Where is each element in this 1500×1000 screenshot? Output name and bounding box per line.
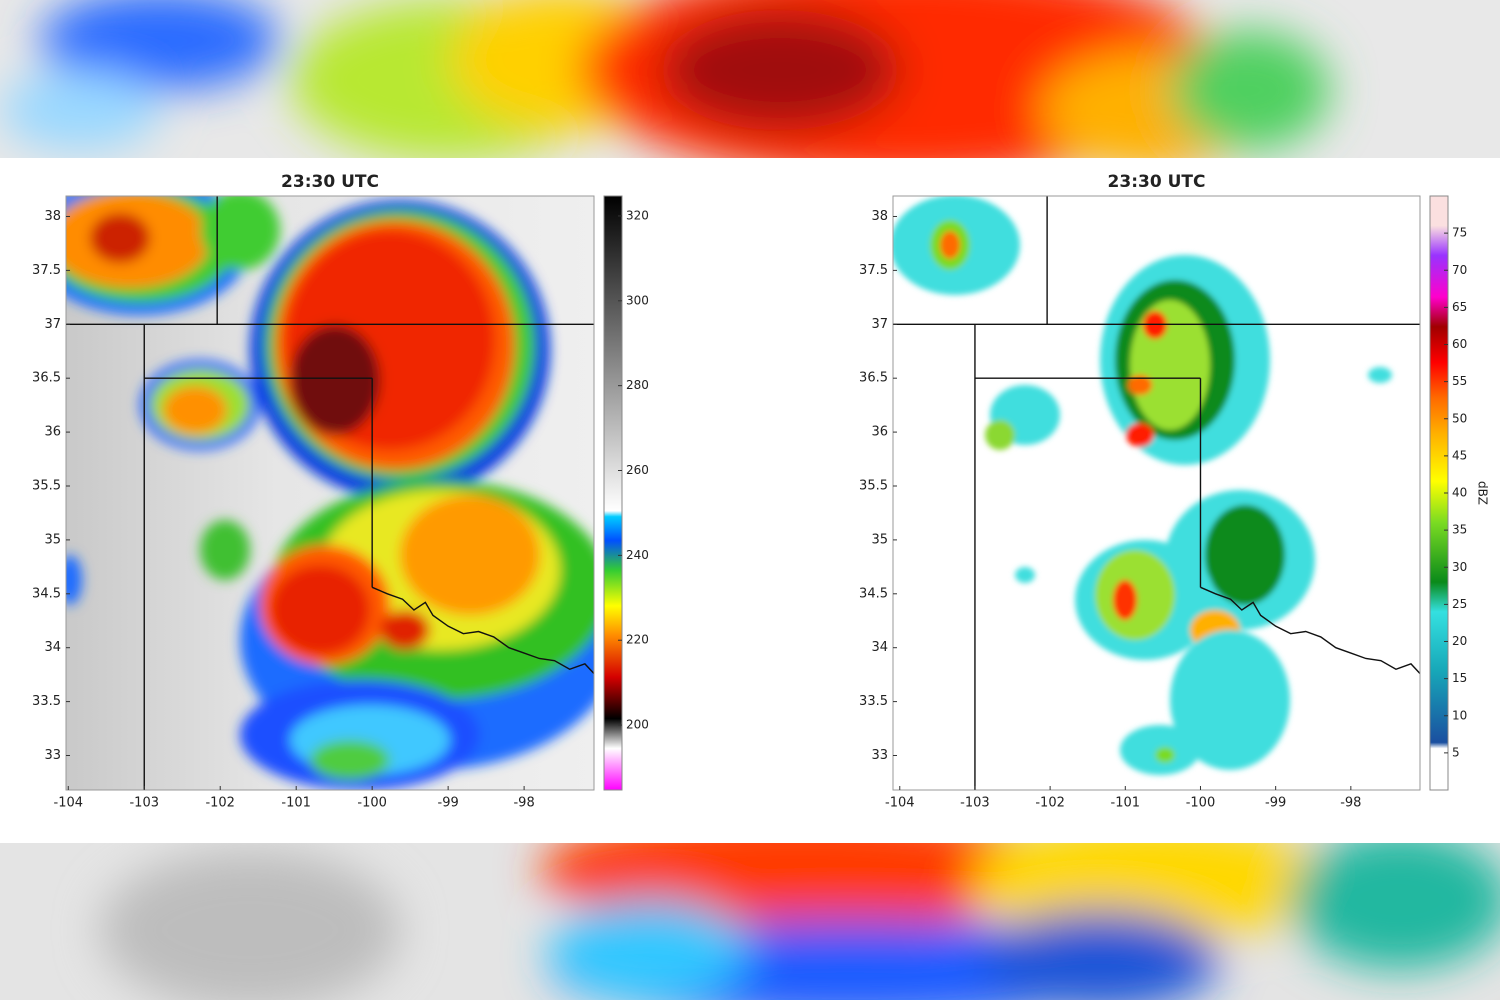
x-tick-label: -98	[1340, 796, 1361, 811]
y-tick-label: 34	[871, 640, 888, 655]
y-tick-label: 36.5	[32, 371, 61, 386]
x-tick-label: -98	[513, 796, 534, 811]
x-tick-label: -99	[1265, 796, 1286, 811]
x-tick-label: -101	[1111, 796, 1141, 811]
colorbar-tick-label: 40	[1452, 486, 1467, 500]
y-tick-label: 36	[44, 425, 61, 440]
y-tick-label: 34.5	[859, 586, 888, 601]
colorbar-tick-label: 75	[1452, 226, 1467, 240]
colorbar-tick-label: 45	[1452, 448, 1467, 462]
x-tick-label: -100	[357, 796, 387, 811]
colorbar-tick-label: 50	[1452, 411, 1467, 425]
state-borders	[66, 196, 1420, 790]
x-tick-label: -104	[885, 796, 915, 811]
colorbar-tick-label: 15	[1452, 671, 1467, 685]
colorbar-tick-label: 35	[1452, 523, 1467, 537]
x-tick-label: -103	[129, 796, 159, 811]
colorbar-tick-label: 280	[626, 378, 649, 392]
colorbar-tick-label: 30	[1452, 560, 1467, 574]
y-tick-label: 34.5	[32, 586, 61, 601]
y-tick-label: 35	[871, 532, 888, 547]
colorbar	[603, 195, 623, 791]
colorbar-tick-label: 20	[1452, 634, 1467, 648]
x-tick-label: -101	[281, 796, 311, 811]
y-tick-label: 33.5	[859, 694, 888, 709]
colorbar-tick-label: 70	[1452, 263, 1467, 277]
ir-satellite-image	[66, 196, 594, 790]
colorbar-tick-label: 55	[1452, 374, 1467, 388]
blurred-backdrop-bottom	[0, 843, 1500, 1000]
colorbar-tick-label: 25	[1452, 597, 1467, 611]
y-tick-label: 35.5	[32, 478, 61, 493]
y-tick-label: 37.5	[859, 263, 888, 278]
x-tick-label: -99	[438, 796, 459, 811]
colorbar-tick-label: 200	[626, 718, 649, 732]
y-tick-label: 36.5	[859, 371, 888, 386]
y-tick-label: 37.5	[32, 263, 61, 278]
x-tick-label: -104	[54, 796, 84, 811]
colorbar-tick-label: 320	[626, 208, 649, 222]
y-tick-label: 35.5	[859, 478, 888, 493]
y-tick-label: 34	[44, 640, 61, 655]
y-tick-label: 33	[871, 748, 888, 763]
x-tick-label: -102	[1035, 796, 1065, 811]
y-tick-label: 36	[871, 425, 888, 440]
colorbar-tick-label: 240	[626, 548, 649, 562]
y-tick-label: 37	[44, 317, 61, 332]
x-tick-label: -102	[205, 796, 235, 811]
colorbar-tick-label: 60	[1452, 337, 1467, 351]
colorbar-tick-label: 65	[1452, 300, 1467, 314]
y-tick-label: 37	[871, 317, 888, 332]
colorbar-tick-label: 10	[1452, 708, 1467, 722]
river-border	[371, 586, 594, 675]
blurred-backdrop-top	[0, 0, 1500, 158]
colorbar-label: dBZ	[1476, 481, 1490, 505]
y-tick-label: 38	[44, 209, 61, 224]
y-tick-label: 35	[44, 532, 61, 547]
colorbar-tick-label: 300	[626, 293, 649, 307]
plot-frame	[892, 195, 1421, 791]
panel-title: 23:30 UTC	[281, 172, 379, 192]
y-tick-label: 38	[871, 209, 888, 224]
river-border	[1200, 586, 1420, 675]
x-tick-label: -103	[960, 796, 990, 811]
radar-image	[893, 196, 1420, 790]
y-tick-label: 33	[44, 748, 61, 763]
plot-frame	[65, 195, 595, 791]
colorbar-tick-label: 220	[626, 633, 649, 647]
colorbar-tick-label: 5	[1452, 745, 1460, 759]
x-tick-label: -100	[1186, 796, 1216, 811]
y-tick-label: 33.5	[32, 694, 61, 709]
panel-title: 23:30 UTC	[1108, 172, 1206, 192]
border-group	[893, 196, 1420, 790]
colorbar-tick-label: 260	[626, 463, 649, 477]
border-group	[66, 196, 594, 790]
